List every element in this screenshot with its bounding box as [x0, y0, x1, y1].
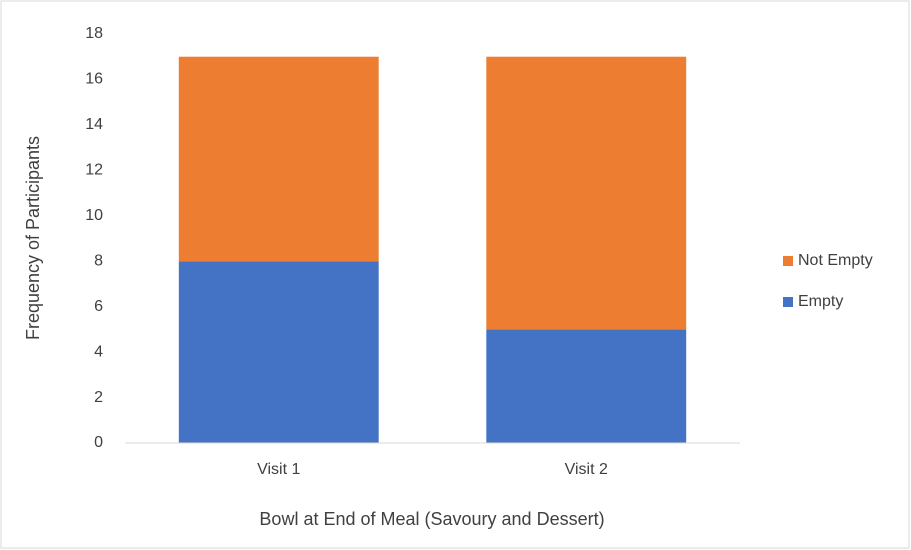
- bar-segment: [178, 261, 379, 443]
- y-tick-label: 10: [85, 207, 103, 224]
- y-tick-label: 6: [94, 298, 103, 315]
- y-tick-label: 14: [85, 116, 103, 133]
- y-tick-label: 16: [85, 71, 103, 88]
- y-tick-label: 2: [94, 389, 103, 406]
- x-tick-label: Visit 2: [565, 461, 608, 478]
- legend-label: Empty: [798, 293, 843, 310]
- y-tick-label: 18: [85, 25, 103, 42]
- y-tick-label: 8: [94, 252, 103, 269]
- legend-swatch: [783, 297, 793, 307]
- legend-label: Not Empty: [798, 252, 873, 269]
- bar-segment: [486, 56, 687, 330]
- bar-segment: [178, 56, 379, 262]
- x-tick-label: Visit 1: [257, 461, 300, 478]
- bar-segment: [486, 329, 687, 443]
- y-tick-label: 12: [85, 162, 103, 179]
- y-tick-label: 4: [94, 343, 103, 360]
- y-axis-title: Frequency of Participants: [23, 136, 43, 340]
- y-tick-label: 0: [94, 434, 103, 451]
- legend-swatch: [783, 256, 793, 266]
- x-axis-title: Bowl at End of Meal (Savoury and Dessert…: [259, 509, 604, 529]
